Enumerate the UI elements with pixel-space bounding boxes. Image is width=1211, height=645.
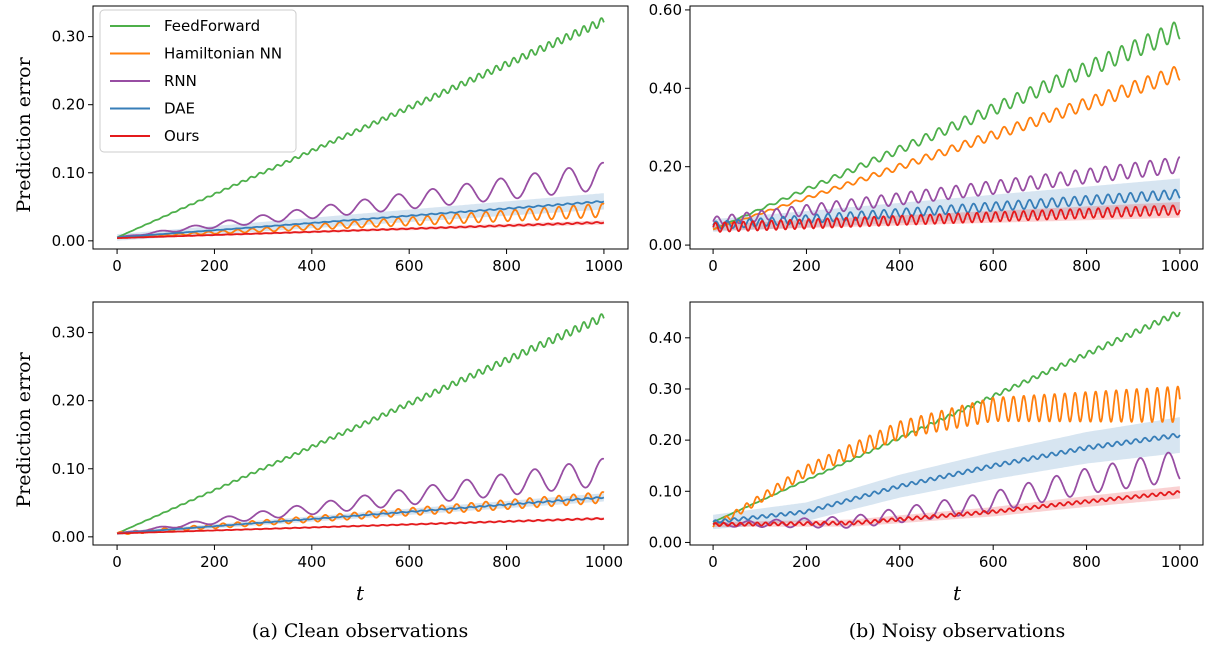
line-rnn: [712, 451, 1181, 529]
x-tick-label: 600: [395, 257, 424, 275]
y-tick-label: 0.20: [649, 158, 682, 176]
axes-frame: [92, 5, 629, 250]
legend-label: DAE: [164, 100, 195, 118]
chart-bottom-left: 0 200 400 600 800 1000 0.00 0.10 0.20 0.30: [52, 301, 629, 571]
legend-entry: DAE: [110, 100, 195, 118]
line-hamiltonian-nn: [116, 202, 605, 239]
x-tick-label: 600: [395, 553, 424, 571]
axes-frame: [92, 301, 629, 546]
band-dae: [713, 178, 1180, 232]
x-tick-label: 400: [297, 553, 326, 571]
y-tick-label: 0.30: [52, 28, 85, 46]
legend-label: RNN: [164, 72, 197, 90]
x-tick-label: 800: [492, 553, 521, 571]
x-tick-label: 200: [792, 553, 821, 571]
xlabel-right: t: [953, 581, 962, 605]
line-rnn: [116, 457, 605, 535]
line-rnn: [116, 161, 605, 239]
x-tick-label: 0: [112, 553, 122, 571]
y-tick-label: 0.40: [649, 329, 682, 347]
line-feedforward: [712, 311, 1181, 523]
line-ours: [116, 221, 605, 239]
x-tick-label: 200: [200, 257, 229, 275]
line-feedforward: [116, 17, 605, 239]
x-tick-label: 600: [979, 257, 1008, 275]
chart-top-left: 0 200 400 600 800 1000 0.00 0.10 0.20 0.30: [52, 5, 629, 275]
y-tick-label: 0.60: [649, 1, 682, 19]
legend-entry: Hamiltonian NN: [110, 45, 282, 63]
line-hamiltonian-nn: [712, 66, 1181, 231]
x-tick-label: 400: [885, 257, 914, 275]
panels: 0 200 400 600 800 1000 0.00 0.10 0.20 0.30 0 200 400…: [52, 1, 1204, 571]
axes-frame: [689, 5, 1204, 250]
x-tick-label: 200: [792, 257, 821, 275]
band-dae: [713, 417, 1180, 530]
x-tick-label: 800: [1072, 553, 1101, 571]
caption-left: (a) Clean observations: [252, 620, 469, 642]
x-tick-label: 400: [297, 257, 326, 275]
x-tick-label: 200: [200, 553, 229, 571]
x-tick-label: 1000: [585, 553, 623, 571]
y-tick-label: 0.20: [52, 96, 85, 114]
x-tick-label: 400: [885, 553, 914, 571]
line-dae: [712, 433, 1181, 524]
chart-top-right: 0 200 400 600 800 1000 0.00 0.20 0.40 0.60: [649, 1, 1204, 275]
line-dae: [116, 496, 605, 535]
x-tick-label: 1000: [585, 257, 623, 275]
legend-entry: FeedForward: [110, 17, 260, 35]
band-ours: [713, 486, 1180, 527]
line-feedforward: [116, 313, 605, 535]
x-tick-label: 1000: [1161, 553, 1199, 571]
y-tick-label: 0.20: [649, 431, 682, 449]
y-tick-label: 0.00: [649, 533, 682, 551]
chart-bottom-right: 0 200 400 600 800 1000 0.00 0.10 0.20 0.30 0.40: [649, 301, 1204, 571]
plot-area: [116, 313, 605, 536]
y-tick-label: 0.40: [649, 79, 682, 97]
legend-label: FeedForward: [164, 17, 260, 35]
line-ours: [116, 517, 605, 535]
x-tick-label: 600: [979, 553, 1008, 571]
line-feedforward: [712, 21, 1181, 231]
y-tick-label: 0.00: [649, 236, 682, 254]
ylabel-bottom: Prediction error: [13, 351, 35, 507]
y-tick-label: 0.00: [52, 232, 85, 250]
line-dae: [116, 200, 605, 239]
line-ours: [712, 204, 1181, 233]
caption-right: (b) Noisy observations: [849, 620, 1066, 642]
y-tick-label: 0.30: [52, 324, 85, 342]
legend-entry: Ours: [110, 127, 199, 145]
line-rnn: [712, 156, 1181, 226]
x-tick-label: 0: [112, 257, 122, 275]
x-tick-label: 800: [492, 257, 521, 275]
line-ours: [712, 490, 1181, 527]
x-tick-label: 0: [708, 257, 718, 275]
plot-area: [712, 311, 1181, 530]
y-tick-label: 0.10: [649, 482, 682, 500]
plot-area: [712, 21, 1181, 233]
legend: FeedForward Hamiltonian NN RNN DAE Ours: [99, 9, 297, 153]
y-tick-label: 0.10: [52, 460, 85, 478]
y-tick-label: 0.30: [649, 380, 682, 398]
legend-label: Ours: [164, 127, 199, 145]
plot-area: [116, 17, 605, 241]
ylabel-top: Prediction error: [13, 56, 35, 212]
x-tick-label: 1000: [1161, 257, 1199, 275]
legend-box: [99, 9, 297, 153]
xlabel-left: t: [356, 581, 365, 605]
y-tick-label: 0.00: [52, 528, 85, 546]
y-tick-label: 0.20: [52, 392, 85, 410]
axes-frame: [689, 301, 1204, 546]
legend-label: Hamiltonian NN: [164, 45, 282, 63]
legend-entry: RNN: [110, 72, 197, 90]
x-tick-label: 800: [1072, 257, 1101, 275]
x-tick-label: 0: [708, 553, 718, 571]
y-tick-label: 0.10: [52, 164, 85, 182]
line-hamiltonian-nn: [712, 385, 1181, 528]
